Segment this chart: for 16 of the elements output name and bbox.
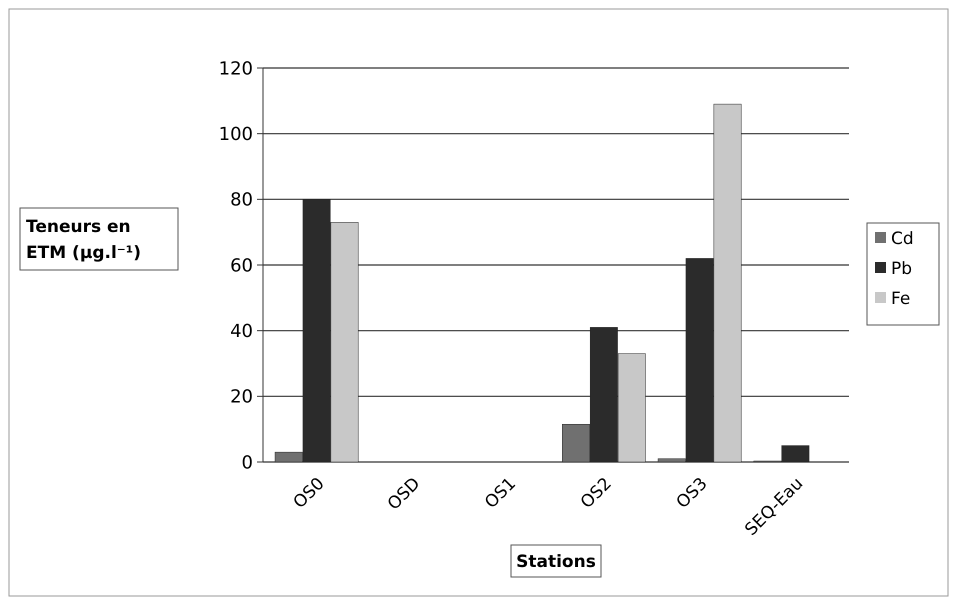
legend-label: Fe — [891, 288, 910, 309]
x-tick-label: OS3 — [672, 474, 712, 513]
x-tick-label: OS0 — [290, 474, 329, 513]
y-tick-label: 100 — [218, 124, 253, 145]
x-axis-title: Stations — [516, 552, 596, 572]
legend-label: Cd — [891, 228, 914, 249]
y-tick-label: 80 — [230, 190, 253, 211]
x-tick-label: OS1 — [481, 474, 520, 513]
y-tick-label: 0 — [242, 452, 253, 474]
y-axis-title: Teneurs en ETM (µg.l⁻¹) — [26, 217, 141, 263]
y-tick-label: 120 — [218, 58, 253, 80]
x-tick-label: OS2 — [576, 474, 616, 513]
y-tick-label: 60 — [230, 255, 253, 276]
y-tick-label: 40 — [230, 320, 253, 342]
y-tick-label: 20 — [230, 386, 253, 408]
legend-label: Pb — [891, 258, 912, 279]
